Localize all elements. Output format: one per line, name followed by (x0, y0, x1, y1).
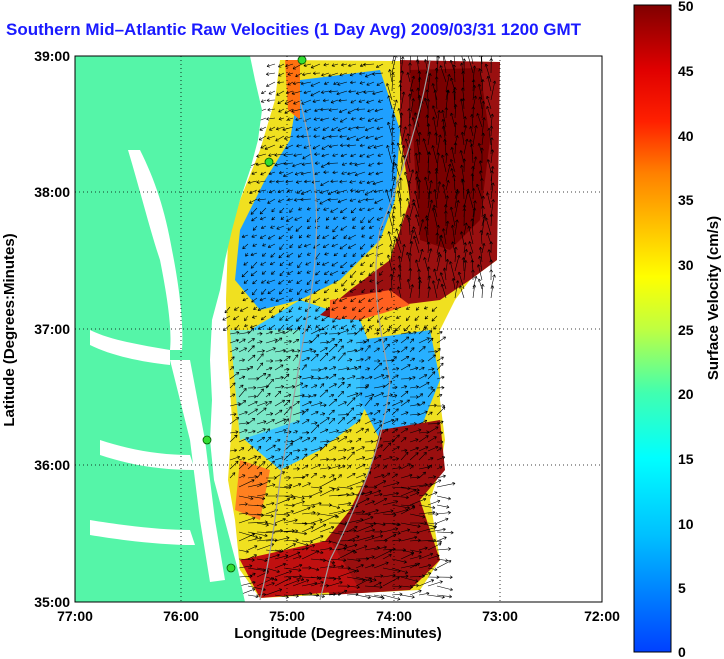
velocity-arrows-path (222, 56, 497, 601)
colorbar-tick-label: 25 (678, 322, 694, 338)
velocity-field (226, 60, 500, 598)
colorbar-tick-label: 40 (678, 128, 694, 144)
x-tick-label: 76:00 (163, 608, 199, 624)
y-axis-label: Latitude (Degrees:Minutes) (1, 233, 18, 426)
x-tick-label: 74:00 (376, 608, 412, 624)
y-tick-label: 35:00 (34, 594, 70, 610)
grid-lines (75, 56, 602, 602)
radar-stations (202, 56, 307, 573)
map-title: Southern Mid–Atlantic Raw Velocities (1 … (6, 20, 582, 39)
colorbar-tick-label: 20 (678, 386, 694, 402)
radar-station-marker (264, 157, 274, 167)
x-tick-label: 77:00 (57, 608, 93, 624)
colorbar-tick-label: 45 (678, 63, 694, 79)
colorbar-tick-label: 10 (678, 516, 694, 532)
colorbar: 50 45 40 35 30 25 20 15 10 5 0 Surface V… (633, 0, 722, 659)
y-axis: 39:00 38:00 37:00 36:00 35:00 Latitude (… (1, 48, 70, 610)
x-tick-label: 73:00 (482, 608, 518, 624)
bathymetry-contours (259, 59, 431, 601)
x-tick-label: 72:00 (584, 608, 620, 624)
radar-station-marker (202, 435, 212, 445)
land-mass (75, 56, 262, 602)
colorbar-gradient (633, 4, 672, 653)
y-tick-label: 39:00 (34, 48, 70, 64)
colorbar-tick-label: 35 (678, 192, 694, 208)
colorbar-label: Surface Velocity (cm/s) (705, 216, 722, 380)
y-tick-label: 37:00 (34, 321, 70, 337)
x-tick-label: 75:00 (269, 608, 305, 624)
colorbar-tick-label: 0 (678, 644, 686, 659)
y-tick-label: 36:00 (34, 457, 70, 473)
colorbar-tick-label: 5 (678, 580, 686, 596)
plot-frame (74, 55, 603, 603)
x-axis: 77:00 76:00 75:00 74:00 73:00 72:00 Long… (57, 608, 620, 642)
velocity-vectors (222, 56, 497, 601)
radar-station-marker (226, 563, 236, 573)
plot-area (75, 56, 602, 602)
colorbar-tick-label: 50 (678, 0, 694, 14)
y-tick-label: 38:00 (34, 184, 70, 200)
x-axis-label: Longitude (Degrees:Minutes) (234, 625, 442, 642)
radar-station-marker (297, 56, 307, 65)
colorbar-tick-label: 30 (678, 257, 694, 273)
colorbar-tick-label: 15 (678, 451, 694, 467)
